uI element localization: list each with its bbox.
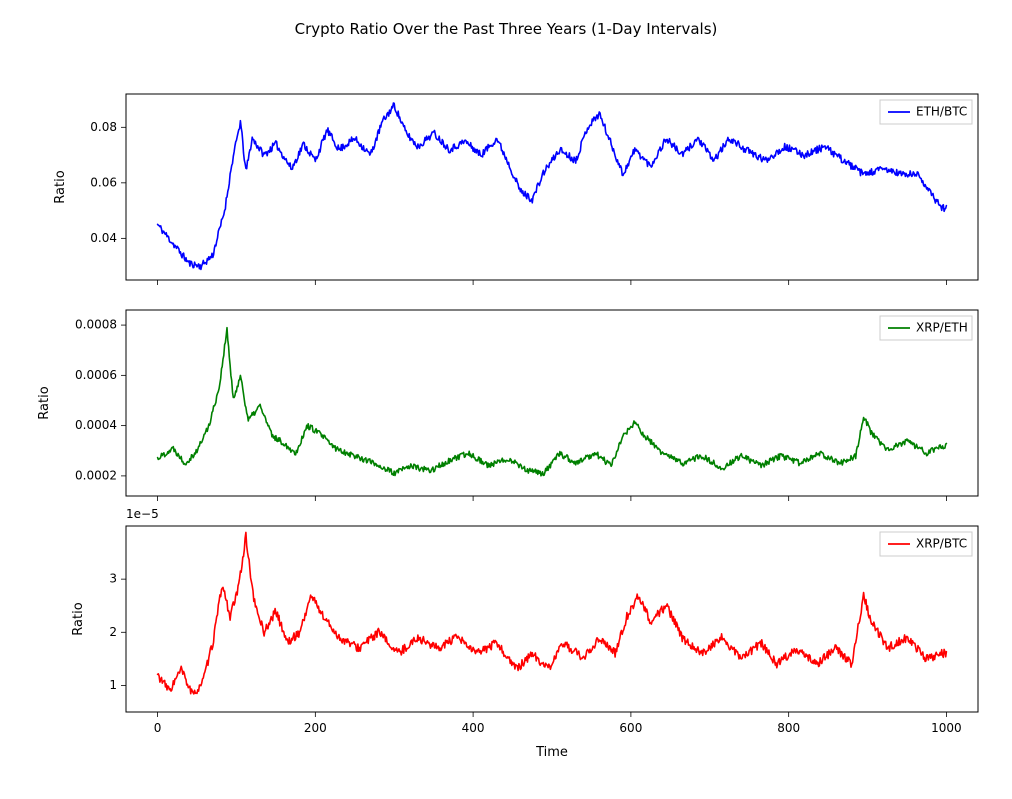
figure-title: Crypto Ratio Over the Past Three Years (… <box>295 20 718 38</box>
ytick-label: 0.0002 <box>75 468 117 482</box>
crypto-ratio-figure: Crypto Ratio Over the Past Three Years (… <box>0 0 1012 799</box>
y-axis-label: Ratio <box>37 386 52 419</box>
xtick-label: 400 <box>462 721 485 735</box>
x-axis-label: Time <box>535 745 568 760</box>
xtick-label: 200 <box>304 721 327 735</box>
xtick-label: 1000 <box>931 721 962 735</box>
ytick-label: 0.0008 <box>75 318 117 332</box>
ytick-label: 0.08 <box>90 120 117 134</box>
ytick-label: 1 <box>109 678 117 692</box>
legend-eth-btc: ETH/BTC <box>880 100 972 124</box>
xtick-label: 800 <box>777 721 800 735</box>
axis-exponent: 1e−5 <box>126 507 159 521</box>
legend-label: XRP/BTC <box>916 537 967 551</box>
y-axis-label: Ratio <box>71 602 86 635</box>
ytick-label: 2 <box>109 625 117 639</box>
y-axis-label: Ratio <box>53 170 68 203</box>
xtick-label: 600 <box>619 721 642 735</box>
legend-label: XRP/ETH <box>916 321 968 335</box>
panel-eth-btc: 0.04 0.06 0.08 Ratio ETH/BTC <box>53 94 978 285</box>
legend-xrp-eth: XRP/ETH <box>880 316 972 340</box>
ytick-label: 3 <box>109 572 117 586</box>
legend-label: ETH/BTC <box>916 105 967 119</box>
xtick-label: 0 <box>154 721 162 735</box>
ytick-label: 0.06 <box>90 175 117 189</box>
ytick-label: 0.0006 <box>75 368 117 382</box>
legend-xrp-btc: XRP/BTC <box>880 532 972 556</box>
panel-xrp-eth: 0.0002 0.0004 0.0006 0.0008 Ratio XRP/ETH <box>37 310 978 501</box>
ytick-label: 0.0004 <box>75 418 117 432</box>
ytick-label: 0.04 <box>90 231 117 245</box>
